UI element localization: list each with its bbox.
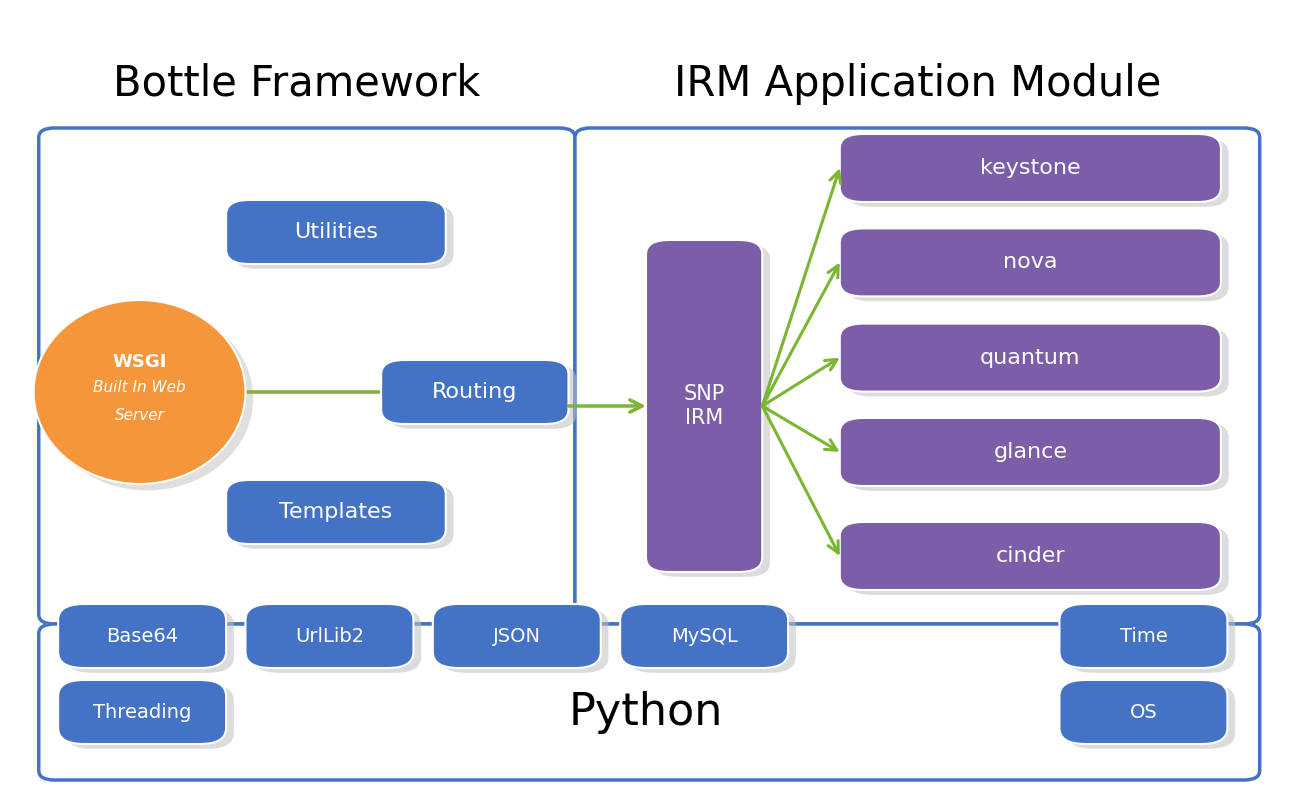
FancyBboxPatch shape — [848, 422, 1229, 490]
Text: Utilities: Utilities — [293, 222, 379, 242]
Text: IRM Application Module: IRM Application Module — [673, 63, 1162, 105]
Ellipse shape — [41, 306, 253, 490]
FancyBboxPatch shape — [58, 680, 226, 744]
Text: Base64: Base64 — [106, 626, 178, 646]
Text: OS: OS — [1129, 702, 1158, 722]
FancyBboxPatch shape — [39, 624, 1260, 780]
FancyBboxPatch shape — [840, 522, 1221, 590]
FancyBboxPatch shape — [848, 138, 1229, 206]
FancyBboxPatch shape — [840, 323, 1221, 391]
Text: glance: glance — [994, 442, 1067, 462]
FancyBboxPatch shape — [253, 609, 421, 673]
FancyBboxPatch shape — [234, 485, 453, 549]
FancyBboxPatch shape — [654, 245, 770, 577]
FancyBboxPatch shape — [389, 365, 576, 429]
FancyBboxPatch shape — [848, 233, 1229, 301]
Text: nova: nova — [1003, 253, 1058, 272]
Text: MySQL: MySQL — [671, 626, 738, 646]
FancyBboxPatch shape — [848, 328, 1229, 396]
Text: Server: Server — [115, 409, 164, 423]
FancyBboxPatch shape — [1059, 680, 1227, 744]
Text: Routing: Routing — [432, 382, 518, 402]
FancyBboxPatch shape — [226, 480, 446, 544]
FancyBboxPatch shape — [840, 418, 1221, 486]
Text: WSGI: WSGI — [112, 353, 167, 370]
FancyBboxPatch shape — [575, 128, 1260, 624]
Ellipse shape — [34, 300, 245, 484]
FancyBboxPatch shape — [840, 229, 1221, 296]
FancyBboxPatch shape — [840, 134, 1221, 202]
FancyBboxPatch shape — [628, 609, 796, 673]
Text: SNP
IRM: SNP IRM — [683, 385, 725, 428]
Text: Threading: Threading — [93, 702, 191, 722]
FancyBboxPatch shape — [245, 604, 413, 668]
Text: UrlLib2: UrlLib2 — [295, 626, 364, 646]
FancyBboxPatch shape — [1067, 685, 1235, 749]
FancyBboxPatch shape — [1067, 609, 1235, 673]
FancyBboxPatch shape — [848, 526, 1229, 595]
FancyBboxPatch shape — [66, 685, 234, 749]
Text: Time: Time — [1120, 626, 1167, 646]
FancyBboxPatch shape — [620, 604, 788, 668]
Text: quantum: quantum — [981, 347, 1080, 367]
Text: Python: Python — [568, 690, 724, 734]
Text: Built In Web: Built In Web — [93, 381, 186, 395]
FancyBboxPatch shape — [441, 609, 609, 673]
Text: cinder: cinder — [996, 546, 1065, 566]
FancyBboxPatch shape — [381, 360, 568, 424]
FancyBboxPatch shape — [234, 205, 453, 269]
FancyBboxPatch shape — [1059, 604, 1227, 668]
FancyBboxPatch shape — [39, 128, 575, 624]
Text: Templates: Templates — [279, 502, 393, 522]
FancyBboxPatch shape — [66, 609, 234, 673]
FancyBboxPatch shape — [226, 200, 446, 264]
FancyBboxPatch shape — [646, 240, 762, 572]
Text: JSON: JSON — [492, 626, 541, 646]
Text: keystone: keystone — [981, 158, 1080, 178]
FancyBboxPatch shape — [58, 604, 226, 668]
FancyBboxPatch shape — [433, 604, 601, 668]
Text: Bottle Framework: Bottle Framework — [114, 63, 481, 105]
